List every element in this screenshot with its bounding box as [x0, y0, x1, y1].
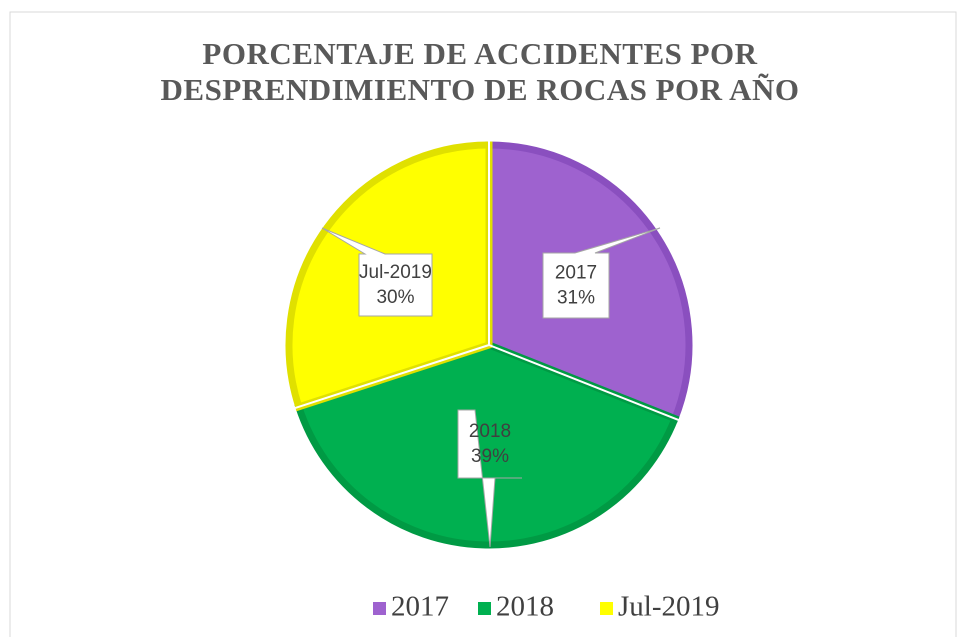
callout	[457, 409, 522, 548]
legend-label: Jul-2019	[618, 591, 720, 623]
legend-label: 2017	[391, 591, 449, 623]
pie-slice	[294, 341, 680, 549]
slice-separator	[488, 344, 680, 422]
legend-swatch	[478, 602, 491, 615]
data-label-category: 2017	[555, 263, 597, 284]
slice-separator	[294, 344, 490, 409]
data-label-category: Jul-2019	[359, 262, 432, 283]
legend-label: 2018	[496, 591, 554, 623]
chart-frame	[9, 11, 957, 637]
legend-swatch	[600, 602, 613, 615]
data-label-value: 30%	[376, 287, 414, 308]
chart-title: PORCENTAJE DE ACCIDENTES POR DESPRENDIMI…	[160, 36, 800, 107]
callout	[542, 227, 661, 319]
data-label-value: 31%	[557, 288, 595, 309]
data-label-category: 2018	[469, 421, 511, 442]
callout	[321, 227, 433, 317]
legend-swatch	[373, 602, 386, 615]
data-label-value: 39%	[471, 446, 509, 467]
